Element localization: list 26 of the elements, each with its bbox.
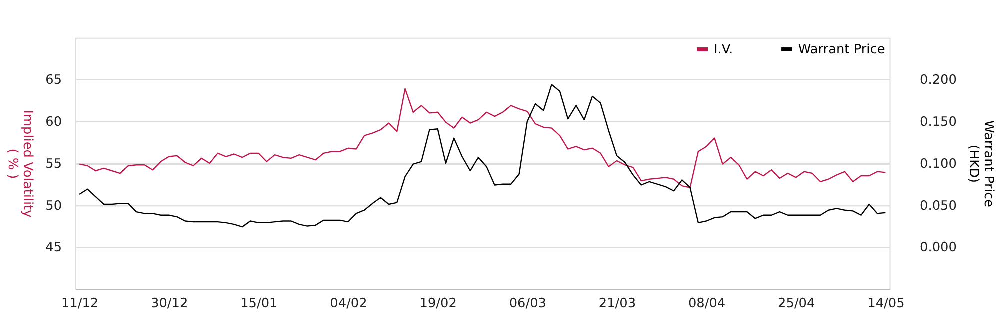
x-tick-label: 15/01 [240,296,278,312]
y2-tick-label: 0.200 [920,73,957,88]
y-tick-label: 45 [46,240,62,256]
x-tick-label: 06/03 [509,296,546,312]
legend-label: I.V. [714,42,734,58]
x-tick-label: 19/02 [420,296,457,312]
y2-tick-label: 0.000 [920,240,957,256]
x-tick-label: 25/04 [778,296,816,312]
line-series [78,84,886,228]
y2-tick-label: 0.150 [920,115,957,130]
x-tick-label: 04/02 [330,296,368,312]
y-tick-label: 65 [46,73,62,88]
y-tick-label: 55 [46,156,62,172]
y2-tick-label: 0.100 [920,156,957,172]
y-tick-label: 50 [46,198,62,214]
x-tick-label: 08/04 [688,296,726,312]
x-tick-label: 14/05 [868,296,905,312]
legend-label: Warrant Price [798,42,886,58]
y2-tick-label: 0.050 [920,198,957,214]
x-tick-label: 11/12 [61,296,99,312]
x-tick-label: 21/03 [598,296,636,312]
x-tick-label: 30/12 [151,296,188,312]
y-axis-title: Implied Volatility ( % ) [4,110,35,218]
y2-axis-title: Warrant Price (HKD) [966,120,996,208]
line-series [78,88,886,188]
y-tick-label: 60 [46,115,62,130]
